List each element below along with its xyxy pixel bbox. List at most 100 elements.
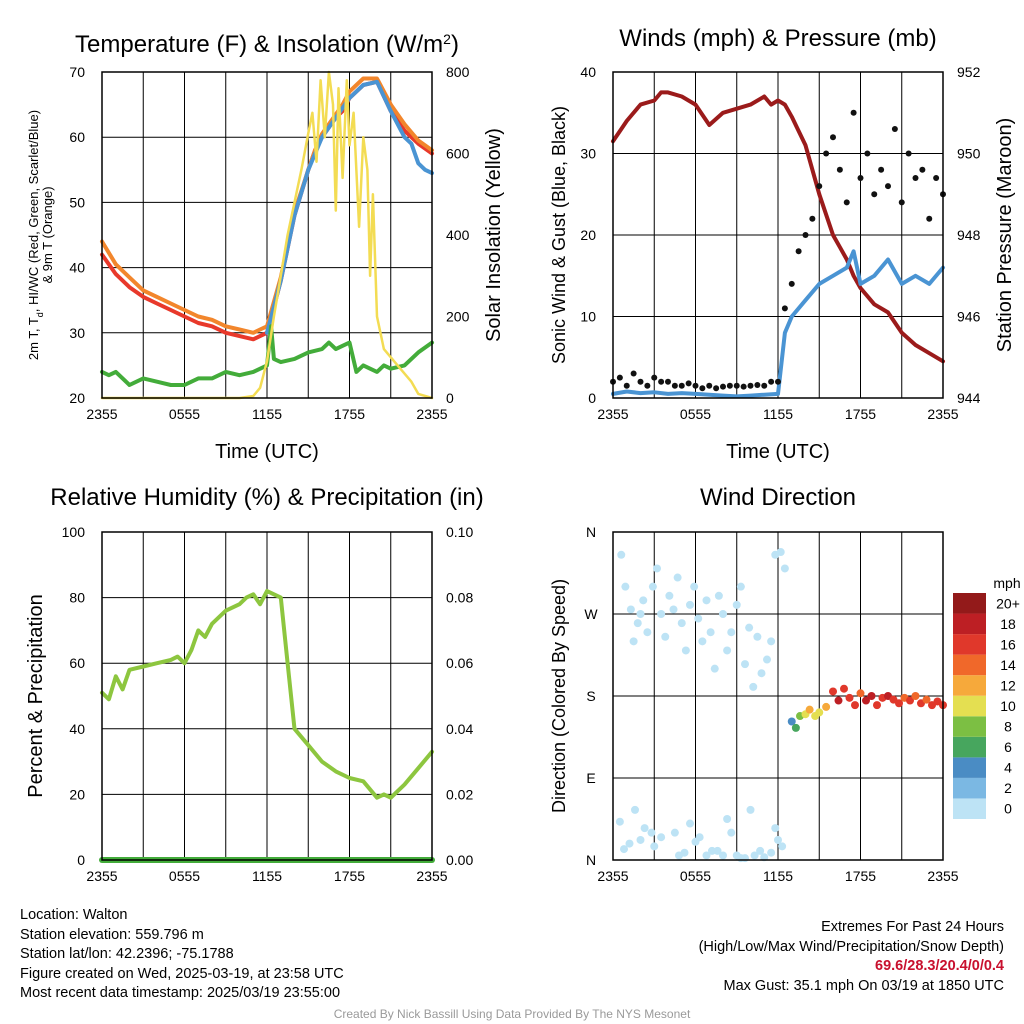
y-tick-label: 20 [69,390,85,406]
colorbar-label: 18 [1000,616,1016,632]
gust-point [836,166,843,173]
direction-point [636,835,645,844]
direction-point [657,610,666,618]
direction-point [710,664,719,673]
series-line [611,90,945,364]
gust-point [795,248,802,255]
extremes-values: 69.6/28.3/20.4/0/0.4 [875,958,1004,974]
direction-point [776,548,785,557]
colorbar-label: 12 [1000,677,1016,693]
y-tick-label: 60 [69,129,85,145]
x-tick-label: 2355 [927,406,958,422]
x-tick-label: 1755 [334,406,365,422]
colorbar-label: 2 [1004,780,1012,796]
direction-point [774,835,782,844]
direction-point [867,692,876,700]
x-axis-label: Time (UTC) [726,441,830,463]
gust-point [671,382,678,389]
direction-point [673,573,682,582]
direction-point [741,854,749,863]
station-location: Location: Walton [20,907,128,923]
direction-point [625,839,634,848]
direction-point [686,600,694,609]
direction-point [840,684,848,693]
y-tick-label: 70 [69,64,85,80]
gust-point [740,383,747,390]
gust-point [919,166,926,173]
panel-title: Wind Direction [700,484,856,511]
y-tick-label: S [586,688,595,704]
y2-tick-label: 0.10 [446,524,473,540]
gust-point [788,280,795,287]
gust-point [878,166,885,173]
direction-point [745,623,754,632]
x-tick-label: 0555 [680,868,711,884]
gust-point [775,378,781,385]
y-tick-label: 20 [69,786,85,802]
direction-point [665,591,674,600]
extremes-subtitle: (High/Low/Max Wind/Precipitation/Snow De… [698,938,1004,955]
direction-point [767,637,776,646]
plot-frame [101,531,433,861]
colorbar-label: 4 [1004,760,1012,776]
direction-point [895,699,903,708]
y-tick-label: 60 [69,655,85,671]
y2-tick-label: 0.02 [446,786,473,802]
direction-point [851,701,859,710]
gust-point [802,232,809,238]
gust-point [857,174,864,181]
direction-point [732,600,741,609]
direction-point [822,702,831,711]
direction-point [708,846,716,855]
series-line [100,589,434,800]
y2-tick-label: 200 [446,309,470,325]
gust-point [699,385,706,392]
series-line [265,79,434,335]
x-tick-label: 1755 [845,406,876,422]
series-line [611,249,945,399]
x-tick-label: 1155 [763,406,793,422]
gust-point [809,215,816,222]
direction-point [862,696,870,705]
direction-point [640,824,649,833]
x-tick-label: 0555 [680,406,711,422]
x-tick-label: 2355 [416,868,447,884]
direction-point [873,701,881,710]
direction-point [845,693,854,702]
plot-frame [101,71,433,399]
y-axis-label: Direction (Colored By Speed) [549,579,569,813]
y2-tick-label: 400 [446,227,470,243]
direction-point [771,824,780,833]
y2-tick-label: 952 [957,64,981,80]
x-tick-label: 1155 [252,406,282,422]
colorbar-label: 10 [1000,698,1016,714]
figure-created: Figure created on Wed, 2025-03-19, at 23… [20,965,344,982]
direction-point [653,564,661,573]
gust-point [720,383,726,390]
x-axis-label: Time (UTC) [215,441,319,463]
direction-point [757,669,766,678]
y-tick-label: 40 [69,721,85,737]
gust-point [898,199,905,206]
y-tick-label: 30 [69,325,85,341]
x-tick-label: 1755 [845,868,876,884]
gust-point [768,378,775,385]
x-tick-label: 1155 [252,868,282,884]
series-line [100,324,434,387]
x-tick-label: 0555 [169,406,200,422]
series-line [100,70,434,400]
direction-point [736,582,745,591]
colorbar-label: 6 [1004,739,1012,755]
gust-point [905,150,912,157]
gust-point [864,150,871,157]
colorbar-label: 14 [1000,657,1016,673]
gust-point [912,174,919,181]
y2-tick-label: 950 [957,146,981,162]
direction-point [648,582,657,591]
y-axis-label: Percent & Precipitation [25,594,47,797]
recent-timestamp: Most recent data timestamp: 2025/03/19 2… [20,985,341,1001]
y2-tick-label: 800 [446,64,470,80]
gust-point [933,174,940,181]
direction-point [690,582,699,591]
